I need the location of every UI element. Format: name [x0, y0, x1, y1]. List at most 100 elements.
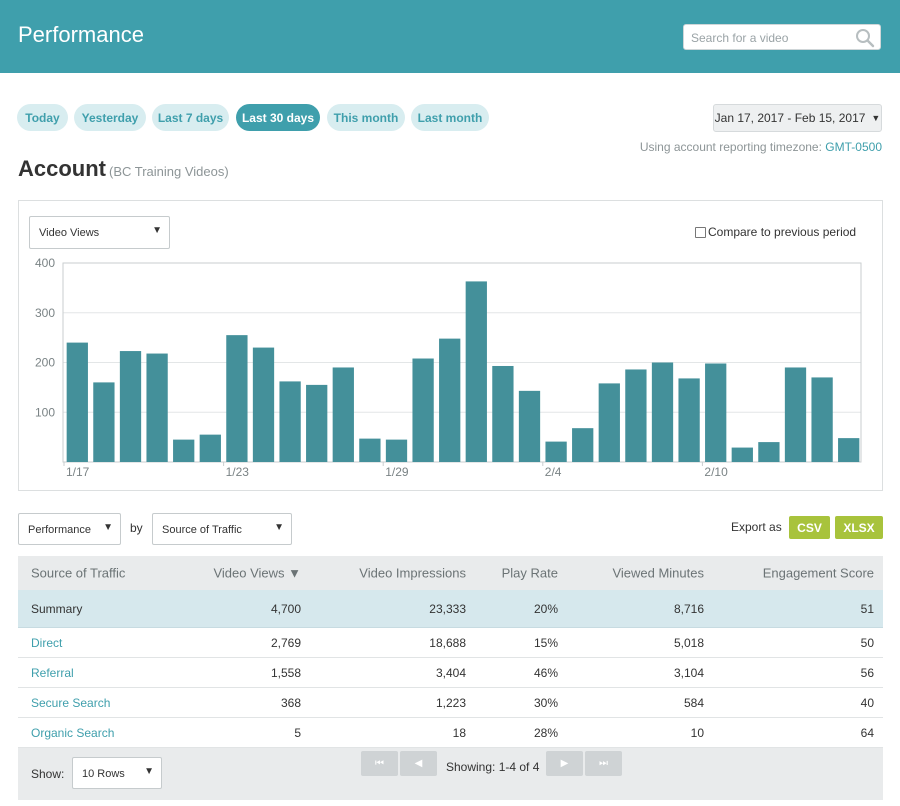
- chart-bar: [306, 384, 328, 462]
- chart-bar: [758, 442, 780, 462]
- range-pill-last-30-days[interactable]: Last 30 days: [236, 104, 320, 131]
- col-header-viewed-minutes[interactable]: Viewed Minutes: [612, 565, 704, 581]
- search-placeholder: Search for a video: [691, 31, 789, 45]
- xlsx-button[interactable]: XLSX: [835, 516, 883, 539]
- table-row: Direct 2,769 18,688 15% 5,018 50: [18, 628, 883, 658]
- first-page-button[interactable]: ⏮: [361, 751, 398, 776]
- table-footer: Show: 10 Rows ▼ ⏮ ◀ Showing: 1-4 of 4 ▶ …: [18, 748, 883, 800]
- summary-engagement-score: 51: [860, 601, 874, 616]
- cell-play-rate: 46%: [533, 665, 558, 680]
- chart-bar: [572, 428, 594, 462]
- chevron-down-icon: ▼: [274, 522, 284, 533]
- chart-bar: [226, 335, 248, 462]
- chart-bar: [359, 438, 381, 462]
- chart-bar: [545, 441, 567, 462]
- col-header-video-impressions[interactable]: Video Impressions: [359, 565, 466, 581]
- y-tick-label: 300: [35, 306, 55, 320]
- cell-engagement-score: 56: [860, 665, 874, 680]
- chart-bar: [66, 342, 88, 462]
- summary-row: Summary 4,700 23,333 20% 8,716 51: [18, 590, 883, 628]
- chart-bar: [385, 439, 408, 462]
- account-subtitle: (BC Training Videos): [109, 164, 229, 179]
- x-tick-label: 2/10: [704, 465, 728, 479]
- cell-video-views: 5: [294, 725, 301, 740]
- x-tick-label: 2/4: [545, 465, 562, 479]
- chart-bar: [731, 447, 753, 462]
- source-link[interactable]: Secure Search: [31, 695, 111, 710]
- source-link[interactable]: Direct: [31, 635, 63, 650]
- chart-bar: [199, 434, 221, 462]
- chart-bar: [651, 362, 674, 462]
- cell-play-rate: 30%: [533, 695, 558, 710]
- timezone-prefix: Using account reporting timezone:: [639, 140, 822, 154]
- chevron-down-icon: ▼: [871, 113, 881, 123]
- compare-checkbox[interactable]: [695, 226, 706, 238]
- cell-viewed-minutes: 5,018: [673, 635, 704, 650]
- summary-video-impressions: 23,333: [429, 601, 466, 616]
- summary-viewed-minutes: 8,716: [673, 601, 704, 616]
- cell-video-impressions: 18: [452, 725, 466, 740]
- search-icon[interactable]: [855, 28, 875, 53]
- col-header-engagement-score[interactable]: Engagement Score: [762, 565, 874, 581]
- chart-bar: [279, 381, 301, 462]
- last-page-icon: ⏭: [599, 758, 608, 769]
- col-header-source[interactable]: Source of Traffic: [31, 565, 126, 581]
- chart-bar: [412, 358, 434, 462]
- cell-video-impressions: 18,688: [429, 635, 466, 650]
- chevron-down-icon: ▼: [152, 225, 162, 236]
- chevron-down-icon: ▼: [144, 766, 154, 777]
- account-title: Account: [18, 156, 106, 181]
- next-page-icon: ▶: [560, 758, 569, 769]
- rows-per-page-select[interactable]: 10 Rows ▼: [72, 757, 162, 789]
- range-pill-today[interactable]: Today: [17, 104, 68, 131]
- range-pill-this-month[interactable]: This month: [327, 104, 405, 131]
- date-range-picker[interactable]: Jan 17, 2017 - Feb 15, 2017 ▼: [713, 104, 882, 132]
- cell-engagement-score: 50: [860, 635, 874, 650]
- summary-video-views: 4,700: [270, 601, 301, 616]
- col-header-video-views[interactable]: Video Views ▼: [213, 565, 301, 581]
- chart-bar: [173, 439, 195, 462]
- chart-bar: [784, 367, 807, 462]
- cell-viewed-minutes: 3,104: [673, 665, 704, 680]
- y-tick-label: 100: [35, 405, 55, 419]
- search-input[interactable]: Search for a video: [683, 24, 881, 50]
- col-header-play-rate[interactable]: Play Rate: [501, 565, 558, 581]
- date-range-label: Jan 17, 2017 - Feb 15, 2017: [714, 111, 866, 125]
- chart-bar: [811, 377, 833, 462]
- chart-bar: [625, 369, 647, 462]
- range-pill-last-7-days[interactable]: Last 7 days: [152, 104, 229, 131]
- compare-previous-toggle[interactable]: Compare to previous period: [695, 225, 856, 239]
- showing-count: Showing: 1-4 of 4: [446, 760, 540, 774]
- source-link[interactable]: Referral: [31, 665, 74, 680]
- next-page-button[interactable]: ▶: [546, 751, 583, 776]
- range-pill-yesterday[interactable]: Yesterday: [74, 104, 146, 131]
- show-label: Show:: [31, 767, 65, 781]
- metric-select[interactable]: Video Views ▼: [29, 216, 170, 249]
- page-title: Performance: [18, 22, 144, 47]
- cell-play-rate: 28%: [533, 725, 558, 740]
- group-select-value: Performance: [28, 524, 91, 536]
- prev-page-button[interactable]: ◀: [400, 751, 437, 776]
- csv-button[interactable]: CSV: [789, 516, 830, 539]
- compare-label: Compare to previous period: [708, 225, 857, 239]
- y-tick-label: 200: [35, 356, 55, 370]
- chart-bar: [465, 281, 487, 462]
- x-tick-label: 1/29: [385, 465, 409, 479]
- last-page-button[interactable]: ⏭: [585, 751, 622, 776]
- group-select[interactable]: Performance ▼: [18, 513, 121, 545]
- source-link[interactable]: Organic Search: [31, 725, 115, 740]
- chart-bar: [119, 351, 142, 462]
- by-label: by: [130, 521, 143, 535]
- timezone-link[interactable]: GMT-0500: [825, 140, 882, 154]
- top-header: Performance Search for a video: [0, 0, 900, 73]
- dimension-select[interactable]: Source of Traffic ▼: [152, 513, 292, 545]
- prev-page-icon: ◀: [414, 758, 423, 769]
- summary-label: Summary: [31, 601, 83, 616]
- cell-video-views: 2,769: [270, 635, 301, 650]
- metric-select-value: Video Views: [39, 227, 100, 239]
- x-tick-label: 1/17: [66, 465, 90, 479]
- cell-engagement-score: 64: [860, 725, 874, 740]
- range-pill-last-month[interactable]: Last month: [411, 104, 489, 131]
- first-page-icon: ⏮: [375, 758, 384, 769]
- cell-engagement-score: 40: [860, 695, 874, 710]
